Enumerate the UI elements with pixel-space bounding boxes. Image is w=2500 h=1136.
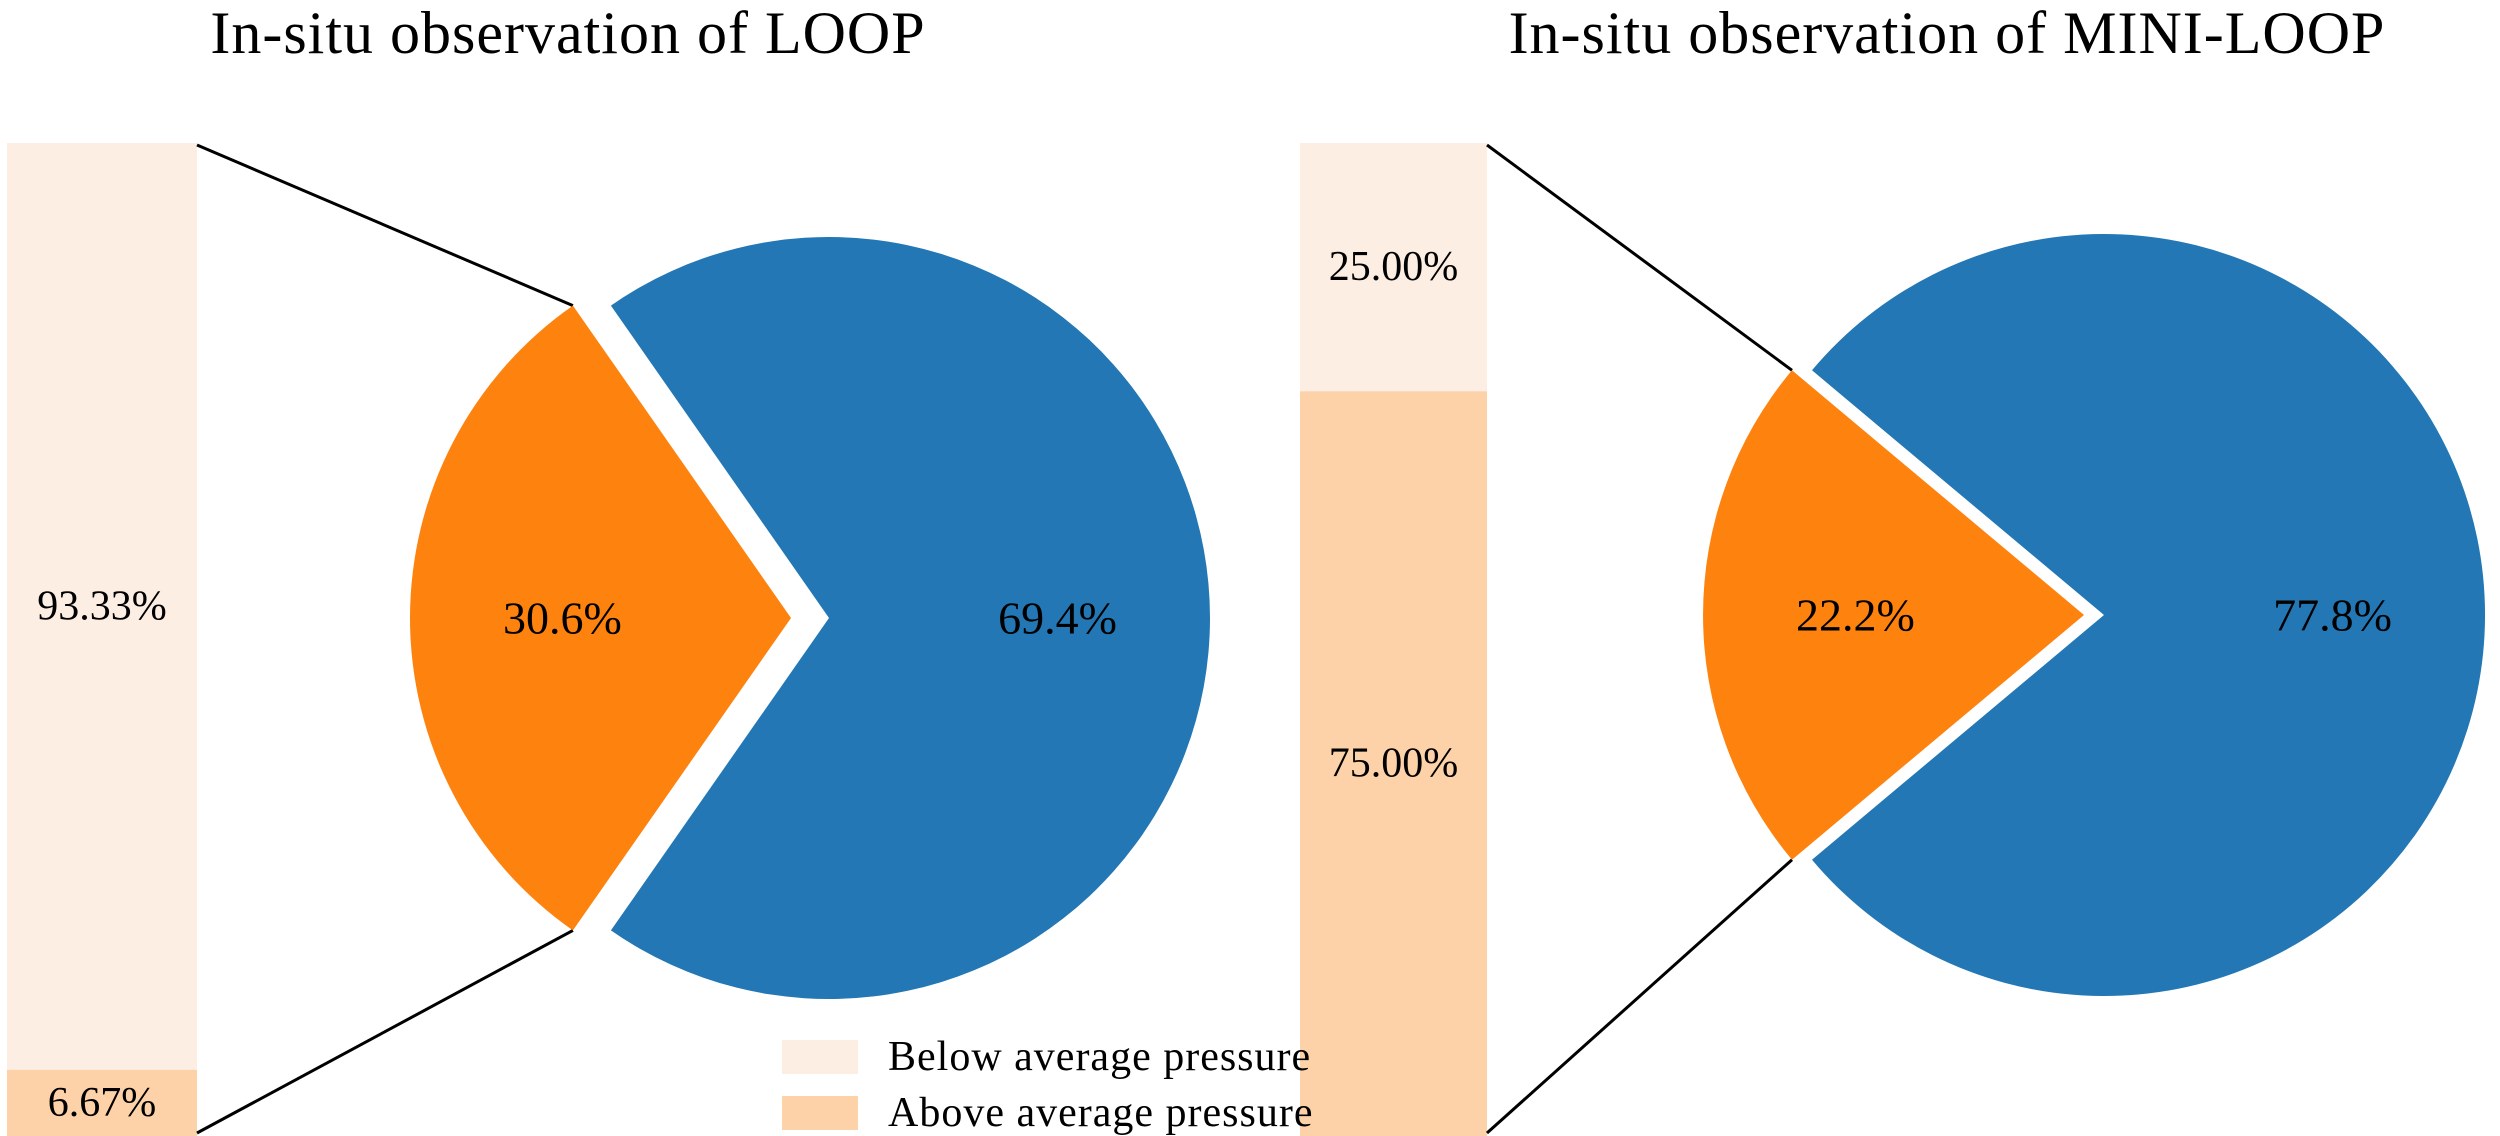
chart-title-loop: In-situ observation of LOOP xyxy=(210,0,926,66)
connector-line-bottom xyxy=(1485,858,1794,1135)
pie-slice-blue xyxy=(610,237,1210,1000)
bar-segment xyxy=(1300,143,1487,392)
connector-line-top xyxy=(1486,143,1793,372)
pie-slice-orange xyxy=(1703,370,2084,860)
legend: Below average pressure Above average pre… xyxy=(782,1034,1314,1136)
pie-slice-blue-label: 77.8% xyxy=(2273,590,2392,641)
bar-segment xyxy=(7,1069,197,1136)
pie-slice-orange xyxy=(409,305,791,931)
bar-segment xyxy=(1300,391,1487,1136)
connector-line-top xyxy=(196,143,574,307)
bar-segment xyxy=(7,143,197,1070)
legend-swatch-above-average-icon xyxy=(782,1096,858,1130)
bar-segment-label: 25.00% xyxy=(1329,244,1459,290)
pie-slice-blue xyxy=(1812,233,2486,996)
chart-title-mini-loop: In-situ observation of MINI-LOOP xyxy=(1508,0,2386,66)
pie-slice-orange-label: 22.2% xyxy=(1796,590,1915,641)
bar-segment-label: 93.33% xyxy=(37,583,167,629)
legend-row-above-average: Above average pressure xyxy=(782,1090,1314,1136)
connector-line-bottom xyxy=(196,929,574,1135)
chart-group: 93.33% 6.67% 69.4% 30.6% xyxy=(7,143,1210,1136)
legend-label-above-average: Above average pressure xyxy=(888,1090,1314,1136)
pie-slice-orange-label: 30.6% xyxy=(503,593,622,644)
bar-segment-label: 6.67% xyxy=(48,1080,157,1126)
bar-segment-label: 75.00% xyxy=(1329,741,1459,787)
legend-label-below-average: Below average pressure xyxy=(888,1034,1312,1080)
chart-group: 25.00% 75.00% 77.8% 22.2% xyxy=(1300,143,2486,1136)
pie-slice-blue-label: 69.4% xyxy=(998,593,1117,644)
legend-row-below-average: Below average pressure xyxy=(782,1034,1313,1080)
legend-swatch-below-average-icon xyxy=(782,1040,858,1074)
